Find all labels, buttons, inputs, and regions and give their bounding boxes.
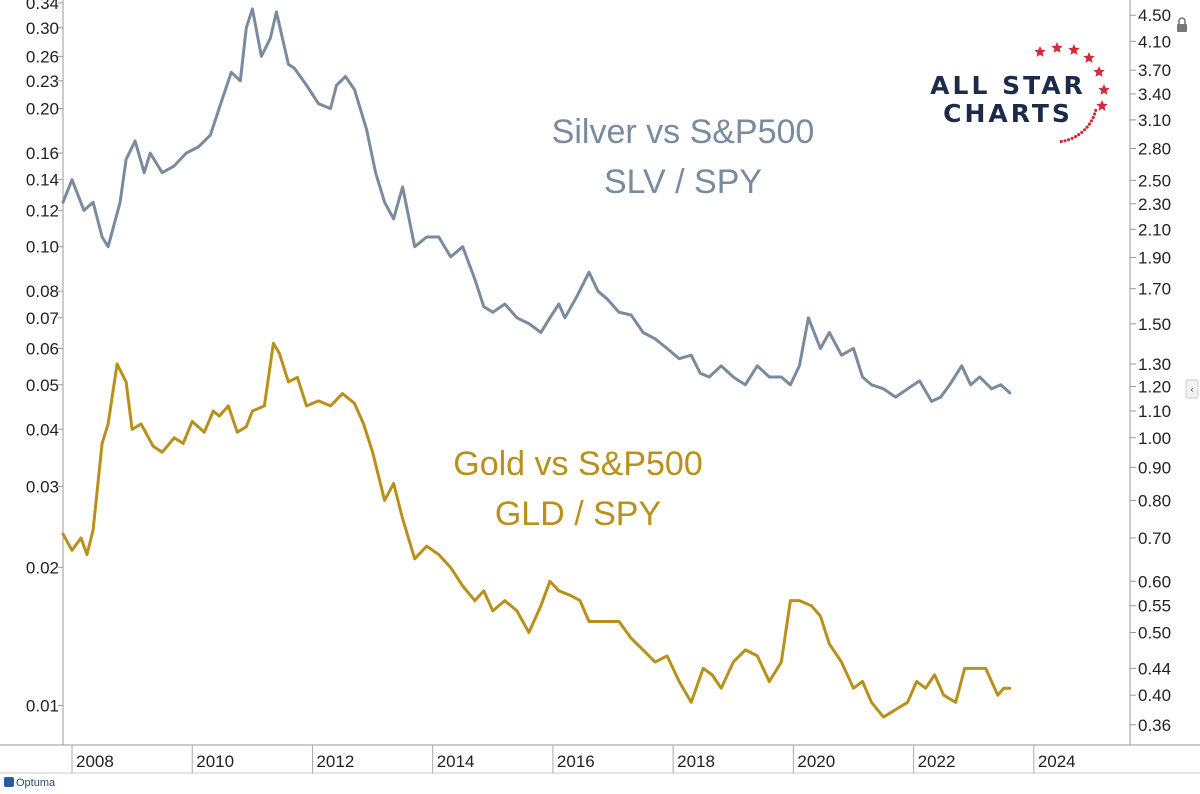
- right-tick-label: 0.50: [1138, 623, 1171, 642]
- right-tick-label: 2.30: [1138, 195, 1171, 214]
- x-tick-label: 2022: [918, 752, 956, 771]
- svg-text:‹: ‹: [1190, 383, 1194, 396]
- right-tick-label: 2.80: [1138, 139, 1171, 158]
- right-tick-label: 0.80: [1138, 491, 1171, 510]
- x-tick-label: 2010: [196, 752, 234, 771]
- x-axis-ticks: 2008 2010 2012 2014 2016 2018 2020 2022 2024: [71, 745, 1076, 773]
- right-tick-label: 0.90: [1138, 458, 1171, 477]
- left-tick-label: 0.14: [26, 171, 59, 190]
- collapse-arrow-icon[interactable]: ‹: [1185, 379, 1199, 399]
- logo-star-dot: [1091, 115, 1095, 120]
- gold-sublabel: GLD / SPY: [495, 495, 661, 533]
- logo-star-dot: [1085, 125, 1089, 129]
- x-tick-label: 2020: [797, 752, 835, 771]
- logo-star-dot: [1083, 128, 1087, 132]
- x-tick-label: 2012: [316, 752, 354, 771]
- right-tick-label: 1.50: [1138, 315, 1171, 334]
- logo-stars-icon: [1034, 42, 1110, 144]
- logo-star: [1051, 42, 1063, 53]
- right-tick-label: 4.50: [1138, 6, 1171, 25]
- x-tick-label: 2014: [437, 752, 475, 771]
- logo-star: [1083, 52, 1095, 63]
- right-tick-label: 3.40: [1138, 85, 1171, 104]
- left-tick-label: 0.23: [26, 72, 59, 91]
- left-tick-label: 0.16: [26, 144, 59, 163]
- right-tick-label: 2.10: [1138, 220, 1171, 239]
- logo-star: [1098, 84, 1110, 95]
- x-tick-label: 2024: [1038, 752, 1076, 771]
- right-tick-label: 3.10: [1138, 111, 1171, 130]
- left-tick-label: 0.04: [26, 420, 59, 439]
- logo-line1: ALL STAR: [930, 71, 1086, 100]
- logo-star-dot: [1093, 112, 1097, 116]
- logo-star: [1096, 100, 1108, 111]
- right-tick-label: 1.20: [1138, 378, 1171, 397]
- all-star-charts-logo: ALL STAR CHARTS: [930, 42, 1110, 144]
- left-tick-label: 0.20: [26, 100, 59, 119]
- right-tick-label: 0.60: [1138, 572, 1171, 591]
- left-tick-label: 0.08: [26, 282, 59, 301]
- optuma-label: Optuma: [16, 777, 56, 789]
- left-tick-label: 0.03: [26, 478, 59, 497]
- right-tick-label: 1.70: [1138, 280, 1171, 299]
- logo-star-dot: [1070, 136, 1074, 140]
- logo-star-dot: [1067, 138, 1071, 142]
- right-tick-label: 2.50: [1138, 171, 1171, 190]
- silver-label: Silver vs S&P500: [552, 113, 815, 151]
- right-tick-label: 0.55: [1138, 597, 1171, 616]
- right-tick-label: 3.70: [1138, 61, 1171, 80]
- right-tick-label: 1.30: [1138, 355, 1171, 374]
- left-tick-label: 0.30: [26, 19, 59, 38]
- right-tick-label: 4.10: [1138, 32, 1171, 51]
- left-tick-label: 0.06: [26, 339, 59, 358]
- logo-star: [1093, 66, 1105, 77]
- x-tick-label: 2008: [76, 752, 114, 771]
- left-tick-label: 0.05: [26, 376, 59, 395]
- x-tick-label: 2016: [557, 752, 595, 771]
- logo-star-dot: [1063, 139, 1067, 143]
- left-tick-label: 0.10: [26, 238, 59, 257]
- logo-star-dot: [1073, 135, 1078, 139]
- logo-star-dot: [1080, 130, 1084, 134]
- logo-star: [1068, 44, 1080, 55]
- logo-star: [1034, 46, 1046, 57]
- left-tick-label: 0.26: [26, 47, 59, 66]
- left-tick-label: 0.34: [26, 0, 59, 13]
- right-tick-label: 0.70: [1138, 529, 1171, 548]
- optuma-icon: [4, 777, 14, 787]
- logo-star-dot: [1087, 122, 1091, 126]
- left-tick-label: 0.02: [26, 558, 59, 577]
- series-layer: [61, 7, 1012, 719]
- left-tick-label: 0.01: [26, 696, 59, 715]
- right-tick-label: 1.90: [1138, 248, 1171, 267]
- logo-star-dot: [1089, 119, 1093, 123]
- right-tick-label: 1.00: [1138, 429, 1171, 448]
- lock-icon[interactable]: [1177, 17, 1187, 32]
- right-tick-label: 0.40: [1138, 686, 1171, 705]
- left-tick-label: 0.07: [26, 309, 59, 328]
- silver-sublabel: SLV / SPY: [604, 163, 762, 201]
- logo-star-dot: [1059, 139, 1063, 144]
- logo-line2: CHARTS: [943, 99, 1073, 128]
- logo-star-dot: [1094, 108, 1098, 112]
- x-tick-label: 2018: [677, 752, 715, 771]
- optuma-brand: Optuma: [4, 777, 55, 789]
- left-axis-ticks: 0.34 0.30 0.26 0.23 0.20 0.16 0.14 0.12 0.10 0.08…: [26, 0, 63, 715]
- right-axis-ticks: 4.50 4.10 3.70 3.40 3.10 2.80 2.50 2.30 2.10 1.90…: [1130, 6, 1171, 735]
- right-tick-label: 1.10: [1138, 402, 1171, 421]
- left-tick-label: 0.12: [26, 201, 59, 220]
- gold-series-line: [61, 341, 1012, 719]
- logo-star-dot: [1077, 133, 1081, 137]
- right-tick-label: 0.44: [1138, 659, 1171, 678]
- right-tick-label: 0.36: [1138, 716, 1171, 735]
- silver-series-line: [61, 7, 1012, 403]
- gold-label: Gold vs S&P500: [453, 445, 702, 483]
- footer: Optuma: [0, 776, 1200, 794]
